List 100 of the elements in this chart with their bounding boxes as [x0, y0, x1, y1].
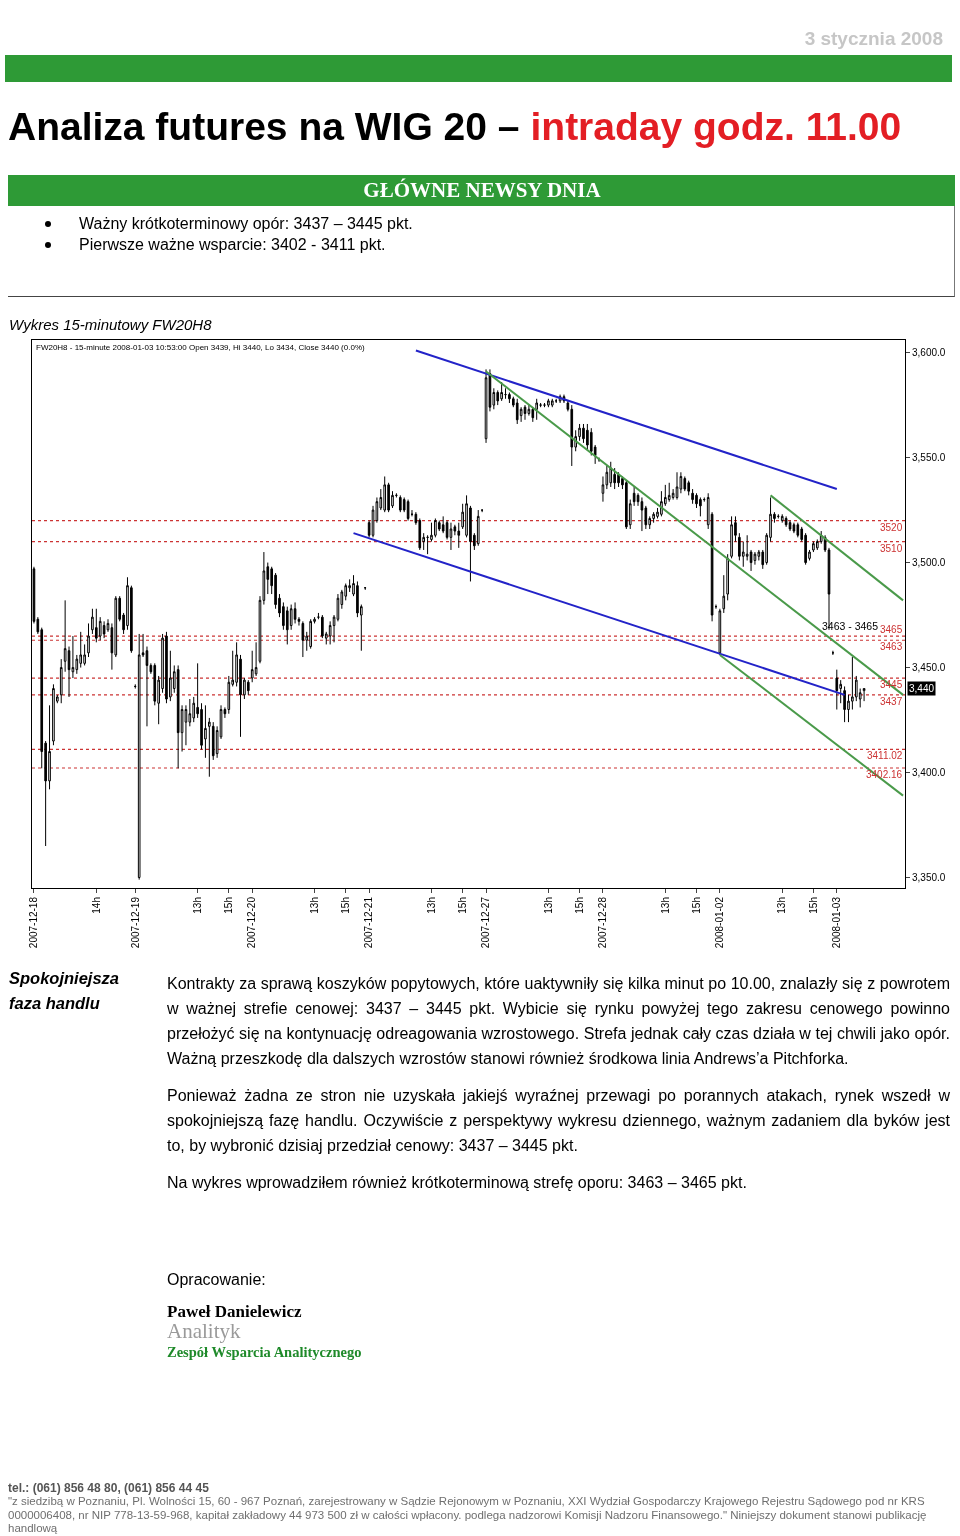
y-tick-label: 3,400.0 [912, 767, 946, 779]
candlestick [843, 685, 846, 723]
candlestick [812, 541, 815, 553]
text: GŁÓWNE NEWSY DNIA [363, 178, 601, 202]
candlestick [617, 471, 620, 488]
candlestick [523, 404, 527, 421]
text: Zespół Wsparcia Analitycznego [167, 1344, 362, 1360]
candlestick [426, 534, 429, 555]
text: tel.: (061) 856 48 80, (061) 856 44 45 [8, 1481, 209, 1495]
candlestick [730, 515, 733, 559]
y-tick-label: 3,350.0 [912, 872, 946, 883]
candlestick [699, 496, 702, 517]
candlestick [718, 608, 722, 656]
candlestick [285, 606, 289, 645]
x-tick-label: 15h [690, 897, 702, 914]
candlestick [687, 480, 691, 496]
candlestick [208, 717, 211, 778]
y-tick-label: 3,550.0 [912, 452, 946, 464]
candlestick [457, 522, 461, 549]
x-tick-label: 13h [191, 897, 203, 914]
x-tick-label: 13h [776, 897, 788, 914]
x-tick-label: 15h [223, 897, 235, 914]
chart-title: Analiza futures na WIG 20 – [8, 105, 520, 148]
candlestick [165, 631, 168, 704]
candlestick [683, 475, 687, 492]
text: 3 stycznia 2008 [804, 28, 943, 50]
candlestick [784, 515, 788, 528]
candlestick [434, 517, 437, 538]
candlestick [52, 683, 55, 746]
candlestick [309, 618, 312, 650]
candlestick [301, 620, 305, 658]
candlestick [835, 669, 839, 711]
x-tick-label: 2007-12-28 [597, 896, 609, 949]
candlestick [788, 520, 792, 532]
text: Na wykres wprowadziłem również krótkoterminową strefę oporu: 3463 – 3465 pkt. [167, 1173, 748, 1193]
candlestick [640, 496, 644, 532]
x-tick-label: 2007-12-21 [363, 896, 375, 949]
candlestick [726, 553, 729, 601]
candlestick [87, 622, 90, 658]
text: "z siedzibą w Poznaniu, Pl. Wolności 15, 60 - 967 Poznań, zarejestrowany w Sądzie Rejonowym w Poznaniu, XXI Wydział Gospodarczy Krajowego Rejestru Sądowego pod nr KRS 0000006408, nr NIP 778-13-59-968, kapitał zakładowy 44 973 500 zł w całości wpłacony. podlega nadzorowi Komisji Nadzoru Finansowego." Niniejszy dokument stanowi publikację handlową [8, 1495, 928, 1536]
candlestick [535, 398, 539, 421]
ref-line-label: 3463 [880, 641, 903, 652]
text: Analityk [167, 1319, 241, 1343]
candlestick [625, 480, 628, 530]
x-tick-label: 13h [659, 897, 671, 914]
candlestick [406, 499, 410, 522]
candlestick [547, 398, 550, 408]
x-tick-label: 13h [425, 897, 437, 914]
x-tick-label: 2007-12-27 [480, 896, 492, 949]
text: Wykres 15-minutowy FW20H8 [9, 316, 212, 334]
candlestick [722, 574, 726, 614]
candlestick [531, 406, 535, 423]
candlestick [102, 620, 106, 639]
candlestick [383, 475, 387, 513]
candlestick [586, 423, 589, 450]
candlestick [484, 368, 488, 444]
candlestick [675, 471, 679, 501]
candlestick [430, 522, 433, 543]
candlestick [94, 608, 98, 643]
candlestick [609, 461, 613, 488]
candlestick [570, 404, 574, 467]
x-tick-label: 13h [308, 897, 320, 914]
candlestick [496, 389, 500, 406]
ref-line-label: 3510 [880, 543, 903, 554]
candlestick [515, 398, 519, 425]
candlestick [398, 494, 402, 513]
x-tick-label: 2007-12-18 [28, 896, 40, 949]
text: Spokojniejsza faza handlu [9, 968, 121, 1014]
text: Opracowanie: [167, 1271, 266, 1289]
ref-line-label: 3437 [880, 696, 903, 707]
text: Pierwsze ważne wsparcie: 3402 - 3411 pkt. [79, 235, 386, 254]
x-tick-label: 15h [339, 897, 351, 914]
annotation: FW20H8 - 15-minute 2008-01-03 10:53:00 Open 3439, Hi 3440, Lo 3434, Close 3440 (0.0%) [36, 343, 365, 352]
candlestick [792, 522, 796, 534]
candlestick [667, 482, 671, 503]
x-tick-label: 14h [90, 897, 102, 914]
candlestick [176, 664, 180, 769]
y-tick-label: 3,450.0 [912, 662, 946, 674]
text: Ważny krótkoterminowy opór: 3437 – 3445 pkt. [79, 214, 413, 233]
text: Paweł Danielewicz [167, 1302, 302, 1321]
candlestick [550, 398, 554, 408]
text: Ponieważ żadna ze stron nie uzyskała jakiejś wyraźnej przewagi po porannych atakach, rynek wszedł w spokojniejszą fazę handlu. Oczywiście z perspektywy wykresu dziennego, ważnym zadaniem dla byków jest to, by wybronić dzisiaj przedział cenowy: 3437 – 3445 pkt. [167, 1086, 950, 1156]
x-tick-label: 2008-01-03 [831, 896, 843, 949]
x-tick-label: 2007-12-19 [129, 896, 141, 949]
candlestick [246, 679, 250, 696]
chart-subtitle: intraday godz. 11.00 [530, 105, 902, 148]
ref-line-label: 3411.02 [867, 750, 903, 761]
x-tick-label: 13h [542, 897, 554, 914]
ref-line-label: 3465 [880, 624, 903, 635]
candlestick [204, 704, 207, 759]
candlestick [508, 391, 511, 404]
candlestick [137, 633, 141, 881]
candlestick [796, 522, 800, 538]
x-tick-label: 15h [456, 897, 468, 914]
text: Kontrakty za sprawą koszyków popytowych, które uaktywniły się kilka minut po 10.00, znalazły się z powrotem w ważnej strefie cenowej: 3437 – 3445 pkt. Wybicie się rynku powyżej tego zakresu cenowego powinno przełożyć się na kontynuację odreagowania wzrostowego. Strefa jednak cały czas działa w tej chwili jako opór. Ważną przeszkodę dla dalszych wzrostów stanowi również środkowa linia Andrews’a Pitchforka. [167, 974, 950, 1069]
ref-line-label: 3520 [880, 522, 903, 533]
annotation: 3463 - 3465 [822, 620, 879, 632]
candlestick [449, 522, 453, 551]
candlestick [476, 509, 480, 547]
x-tick-label: 2007-12-20 [246, 896, 258, 949]
